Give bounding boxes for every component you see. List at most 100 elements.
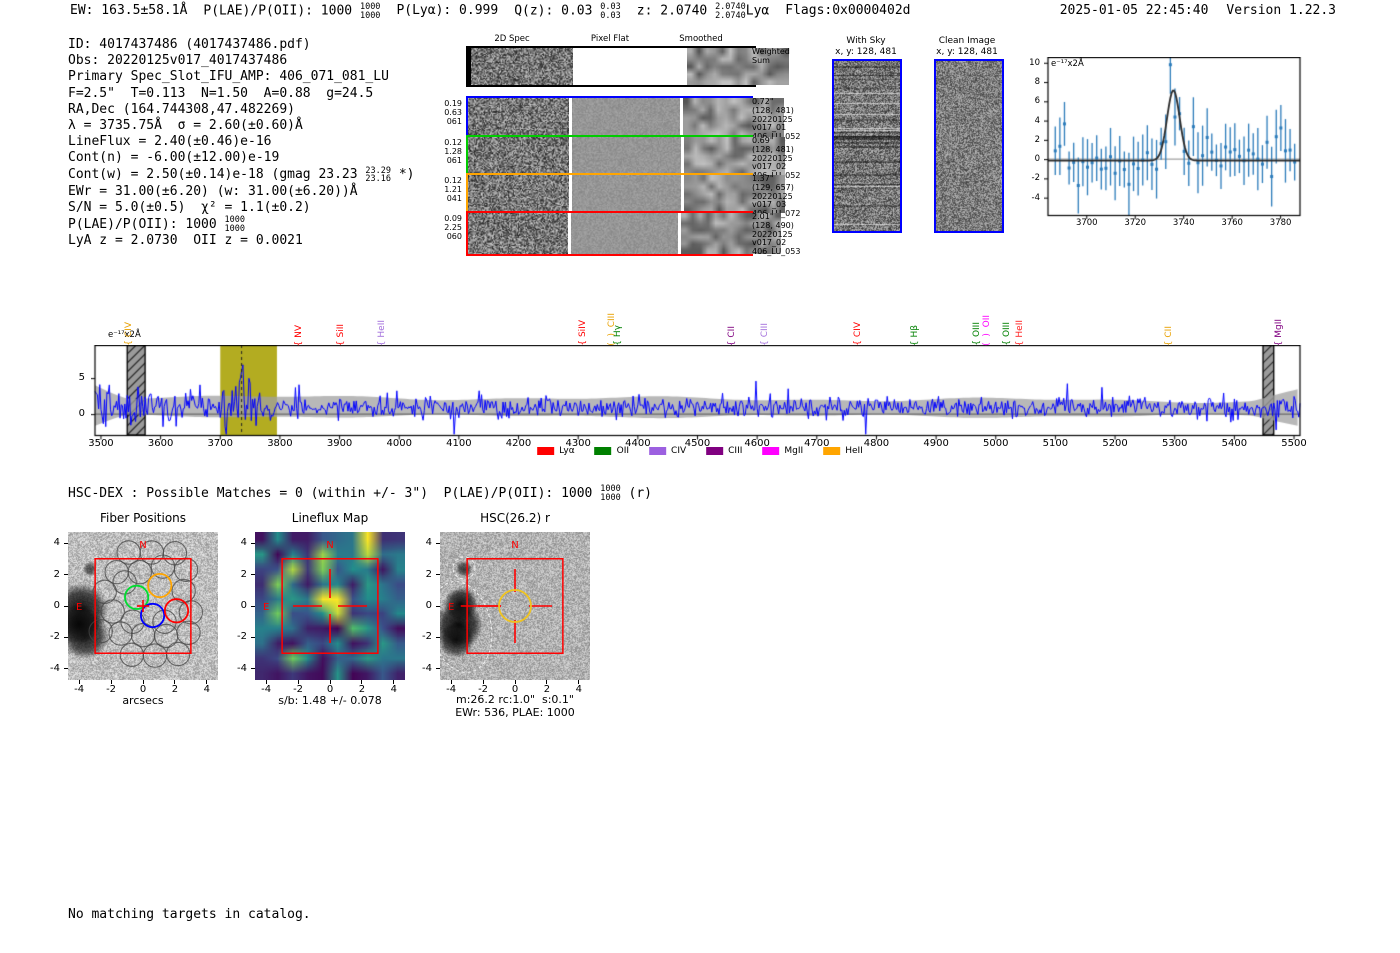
- header-segment-3-text: Q(z): 0.03: [514, 3, 593, 19]
- fraction-top: 1000: [600, 484, 621, 494]
- fiber-id-label: 20220125: [752, 153, 793, 163]
- x-tick-label: -4: [446, 684, 457, 695]
- x-tick-label: 4600: [744, 438, 770, 449]
- info-line-9-content-text: EWr = 31.00(±6.20) (w: 31.00(±6.20))Å: [68, 183, 358, 199]
- report-datetime: 2025-01-05 22:45:40: [1059, 3, 1209, 18]
- info-line-4-content: RA,Dec (164.744308,47.482269): [68, 102, 295, 117]
- extraction-box: [281, 558, 379, 654]
- y-tick-label: 2: [240, 568, 247, 580]
- stacked-fraction: 23.29 23.16: [365, 167, 391, 184]
- x-tick-label: 5200: [1102, 438, 1128, 449]
- fraction-top: 1000: [224, 215, 246, 226]
- x-tick-mark: [393, 680, 395, 684]
- header-segment-4: z: 2.0740 2.0740 2.0740 Lyα: [637, 3, 769, 20]
- header-segment-5-text: Flags:0x0000402d: [785, 3, 911, 18]
- x-tick-label: 3740: [1172, 218, 1195, 228]
- fiber-circle: [88, 618, 113, 644]
- header-meta: 2025-01-05 22:45:40 Version 1.22.3: [1060, 3, 1336, 18]
- info-line-3-content: F=2.5" T=0.113 N=1.50 A=0.88 g=24.5: [68, 86, 373, 101]
- x-tick-label: 4500: [684, 438, 711, 449]
- info-line-2: Primary Spec_Slot_IFU_AMP: 406_071_081_L…: [68, 69, 415, 85]
- with-sky-title: With Sky: [846, 36, 886, 46]
- spec2d-col-header: 2D Spec: [494, 34, 530, 44]
- x-tick-label: 3600: [147, 438, 174, 449]
- fraction-bottom: 2.0740: [715, 10, 746, 21]
- legend-label: CIV: [671, 446, 687, 456]
- inset-ylabel: e⁻¹⁷x2Å: [1051, 59, 1084, 69]
- fraction-bottom: 1000: [224, 223, 246, 234]
- emission-line-label-hγ: { Hγ: [612, 325, 623, 346]
- fiber-id-label: 0.69": [752, 136, 774, 145]
- fiber-circle: [173, 557, 199, 582]
- info-line-8-content: Cont(w) = 2.50(±0.14)e-18 (gmag 23.23 23…: [68, 167, 415, 184]
- legend-item-civ: CIV: [649, 446, 686, 456]
- fiber-id-label: Sum: [752, 55, 770, 65]
- spec2d-image: [468, 175, 570, 213]
- fiber-circle: [108, 621, 133, 646]
- info-line-6-content-text: LineFlux = 2.40(±0.46)e-16: [68, 134, 272, 150]
- y-tick-label: -2: [1031, 173, 1040, 184]
- x-tick-label: -4: [261, 684, 272, 695]
- x-tick-label: 0: [326, 684, 334, 695]
- clean-image-coords: x, y: 128, 481: [936, 47, 998, 57]
- x-tick-label: 5000: [983, 438, 1009, 449]
- info-line-5: λ = 3735.75Å σ = 2.60(±0.60)Å: [68, 118, 415, 134]
- x-tick-mark: [265, 680, 267, 684]
- east-label: E: [76, 602, 82, 613]
- x-tick-mark: [297, 680, 299, 684]
- stacked-fraction: 1000 1000: [600, 485, 620, 502]
- full-spectrum-chart: [91, 345, 1304, 441]
- y-tick-label: -4: [237, 662, 247, 674]
- emission-line-label-ciii: { CIII: [759, 323, 770, 346]
- x-tick-mark: [329, 680, 331, 684]
- emission-line-label-cii: { CII: [1164, 325, 1175, 346]
- north-label: N: [139, 540, 146, 551]
- y-tick-label: -2: [237, 631, 247, 643]
- hsc-xlabel2: EWr: 536, PLAE: 1000: [455, 706, 575, 719]
- info-line-10-content-text: S/N = 5.0(±0.5) χ² = 1.1(±0.2): [68, 199, 311, 215]
- spec2d-row: [466, 46, 790, 87]
- x-tick-mark: [174, 680, 176, 684]
- y-tick-label: 2: [425, 568, 432, 580]
- y-tick-label: 0: [1034, 154, 1040, 165]
- x-tick-mark: [546, 680, 548, 684]
- x-tick-label: 4200: [505, 438, 532, 449]
- fiber-circle: [100, 599, 125, 624]
- fiber-id-label: 406_LU_052: [752, 132, 812, 142]
- legend-swatch: [706, 447, 724, 455]
- x-tick-label: 5400: [1221, 438, 1248, 449]
- y-tick-mark: [436, 605, 440, 607]
- fiber-weight-label: 1.21: [444, 184, 462, 194]
- footer-note: No matching targets in catalog. Row inte…: [68, 876, 311, 953]
- spec2d-row-right-labels: Weighted Sum: [752, 47, 812, 66]
- info-line-4-content-text: RA,Dec (164.744308,47.482269): [68, 101, 295, 117]
- y-tick-label: 4: [240, 537, 247, 549]
- spec2d-image: [468, 213, 569, 254]
- info-line-9: EWr = 31.00(±6.20) (w: 31.00(±6.20))Å: [68, 184, 415, 200]
- x-tick-label: -2: [106, 684, 117, 695]
- fiber-weight-label: 061: [446, 155, 462, 165]
- spec2d-col-header: Pixel Flat: [590, 34, 630, 44]
- x-tick-label: 5100: [1042, 438, 1069, 449]
- info-line-8-content-text: Cont(w) = 2.50(±0.14)e-18 (gmag 23.23: [68, 167, 358, 183]
- x-tick-mark: [142, 680, 144, 684]
- hsc-dex-text-text: HSC-DEX : Possible Matches = 0 (within +…: [68, 485, 593, 501]
- hsc-dex-text-suffix: (r): [620, 485, 653, 501]
- spec2d-row-left-labels: 0.09 2.25 060: [424, 214, 462, 241]
- x-tick-label: -4: [74, 684, 85, 695]
- with-sky-coords: x, y: 128, 481: [835, 47, 897, 57]
- legend-item-oii: OII: [594, 446, 629, 456]
- pixel-flat-image: [572, 137, 681, 175]
- fiber-id-label: 20220125: [752, 114, 793, 124]
- info-line-9-content: EWr = 31.00(±6.20) (w: 31.00(±6.20))Å: [68, 184, 358, 199]
- fiber-id-label: v017_02: [752, 162, 787, 172]
- emission-line-label-heii: { HeII: [376, 319, 387, 346]
- x-tick-label: 4: [390, 684, 398, 695]
- y-tick-mark: [251, 574, 255, 575]
- x-tick-label: 0: [139, 684, 147, 695]
- x-tick-label: 4: [203, 684, 211, 695]
- fiber-xlabel: arcsecs: [122, 694, 164, 707]
- lineflux-map-overlay: NE: [263, 540, 379, 654]
- fiber-weight-label: 0.63: [444, 107, 462, 117]
